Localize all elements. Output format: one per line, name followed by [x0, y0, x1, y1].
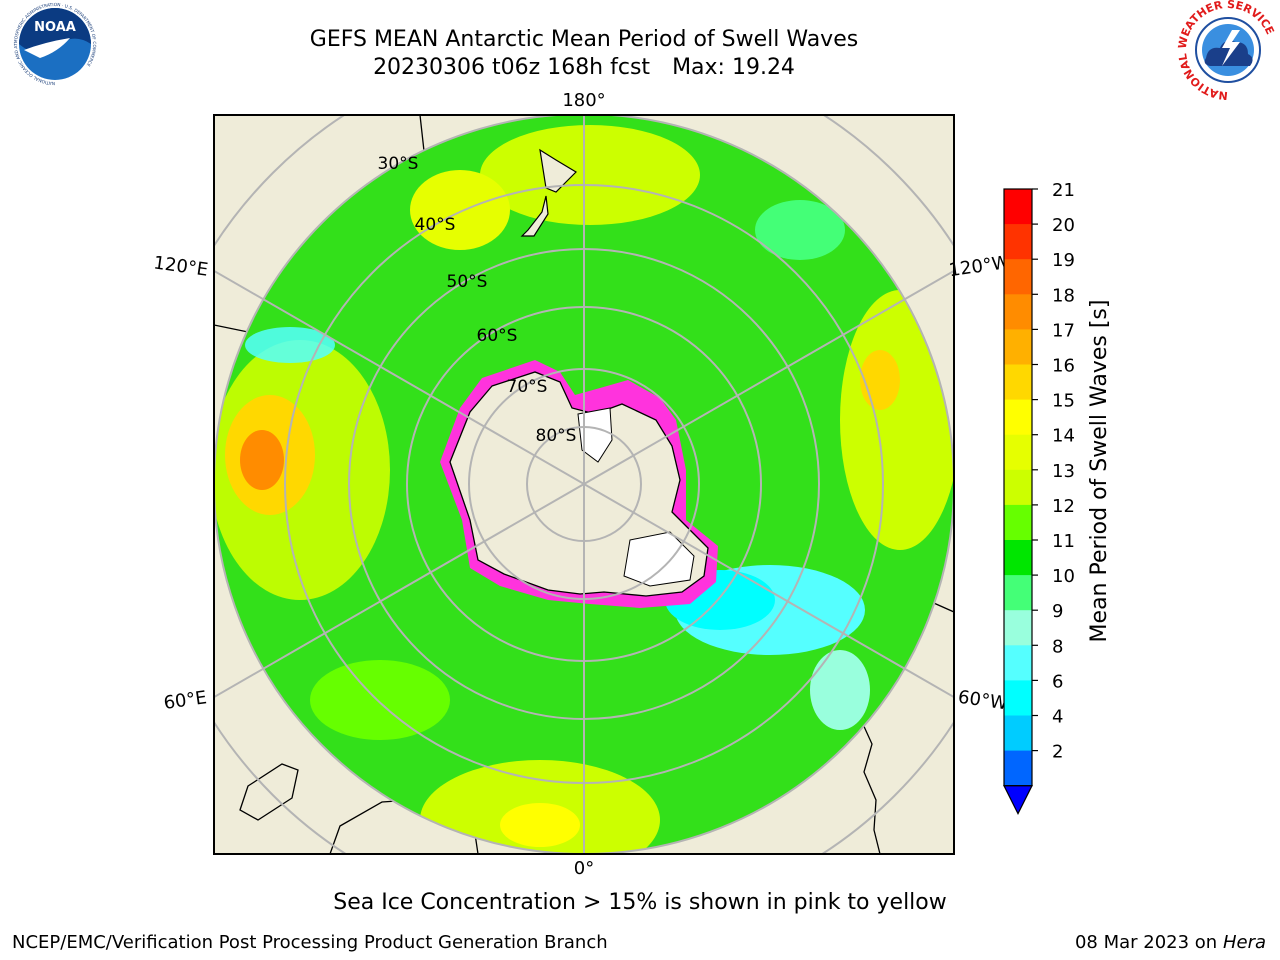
meridian-60e-120w [214, 269, 954, 699]
colorbar-tick-label: 18 [1052, 285, 1075, 306]
colorbar: 21 20 19 18 17 16 15 14 13 12 11 10 9 8 6 4 2 [1003, 180, 1075, 816]
footer-host: Hera [1222, 932, 1266, 953]
lat-label-40s: 40°S [415, 215, 456, 235]
colorbar-bin [1004, 575, 1032, 611]
colorbar-bin [1004, 399, 1032, 436]
colorbar-tick-label: 10 [1052, 566, 1075, 587]
colorbar-tick-label: 8 [1052, 636, 1063, 657]
max-label: Max: 19.24 [672, 55, 795, 80]
noaa-logo-text: NOAA [34, 20, 76, 35]
colorbar-bin [1004, 540, 1032, 576]
colorbar-bin [1004, 715, 1032, 752]
colorbar-tick-label: 9 [1052, 601, 1063, 622]
colorbar-bin [1004, 294, 1032, 330]
lon-label-0: 0° [574, 858, 594, 879]
colorbar-bin [1004, 364, 1032, 401]
colorbar-bin [1004, 329, 1032, 365]
swell-period-field [214, 115, 954, 854]
colorbar-tick-label: 12 [1052, 496, 1075, 517]
colorbar-tick-label: 15 [1052, 391, 1075, 412]
footer-date-text: 08 Mar 2023 on [1074, 932, 1218, 953]
colorbar-bin [1004, 680, 1032, 716]
colorbar-bin [1004, 645, 1032, 681]
lat-label-50s: 50°S [447, 272, 488, 292]
ross-ice-shelf [577, 407, 613, 463]
colorbar-tick-label: 16 [1052, 356, 1075, 377]
footer-branch: NCEP/EMC/Verification Post Processing Pr… [12, 932, 608, 953]
noaa-logo: NOAA NATIONAL OCEANIC AND ATMOSPHERIC AD… [9, 0, 101, 90]
weddell-ice-shelf [623, 531, 695, 587]
lat-label-70s: 70°S [507, 377, 548, 397]
lat-label-80s: 80°S [536, 426, 577, 446]
map-frame [213, 114, 955, 855]
colorbar-tick-label: 11 [1052, 531, 1075, 552]
colorbar-bin [1004, 224, 1032, 260]
chart-subtitle: 20230306 t06z 168h fcst Max: 19.24 [0, 55, 1168, 81]
footer-date: 08 Mar 2023 on Hera [1075, 932, 1266, 953]
colorbar-bin [1004, 469, 1032, 506]
lat-label-60s: 60°S [477, 326, 518, 346]
colorbar-tick-label: 4 [1052, 707, 1063, 728]
colorbar-bin [1004, 189, 1032, 225]
run-label: 20230306 t06z 168h fcst [373, 55, 651, 80]
new-zealand-south [520, 195, 549, 237]
lon-label-60w: 60°W [957, 687, 1009, 715]
colorbar-frame [1003, 188, 1033, 787]
colorbar-label: Mean Period of Swell Waves [s] [1087, 300, 1112, 643]
lon-label-180: 180° [562, 90, 605, 111]
colorbar-tick-label: 14 [1052, 426, 1075, 447]
colorbar-tick-label: 21 [1052, 180, 1075, 201]
lon-label-120e: 120°E [152, 252, 209, 280]
colorbar-tick-label: 2 [1052, 742, 1063, 763]
lon-label-60e: 60°E [162, 687, 208, 714]
colorbar-under-extension [1003, 785, 1033, 816]
colorbar-bin [1004, 610, 1032, 646]
colorbar-bin [1004, 259, 1032, 295]
colorbar-tick-label: 17 [1052, 320, 1075, 341]
colorbar-tick-label: 19 [1052, 250, 1075, 271]
lon-label-120w: 120°W [947, 252, 1011, 281]
chart-title: GEFS MEAN Antarctic Mean Period of Swell… [309, 27, 859, 52]
graticule [214, 115, 954, 854]
nws-logo: NATIONAL WEATHER SERVICE [1176, 0, 1277, 100]
lat-label-30s: 30°S [378, 154, 419, 174]
sea-ice-caption: Sea Ice Concentration > 15% is shown in … [333, 890, 947, 915]
colorbar-tick-label: 6 [1052, 671, 1063, 692]
colorbar-bin [1004, 504, 1032, 541]
colorbar-bin [1004, 750, 1032, 787]
colorbar-tick-label: 20 [1052, 215, 1075, 236]
colorbar-bin [1004, 434, 1032, 471]
colorbar-tick-label: 13 [1052, 461, 1075, 482]
